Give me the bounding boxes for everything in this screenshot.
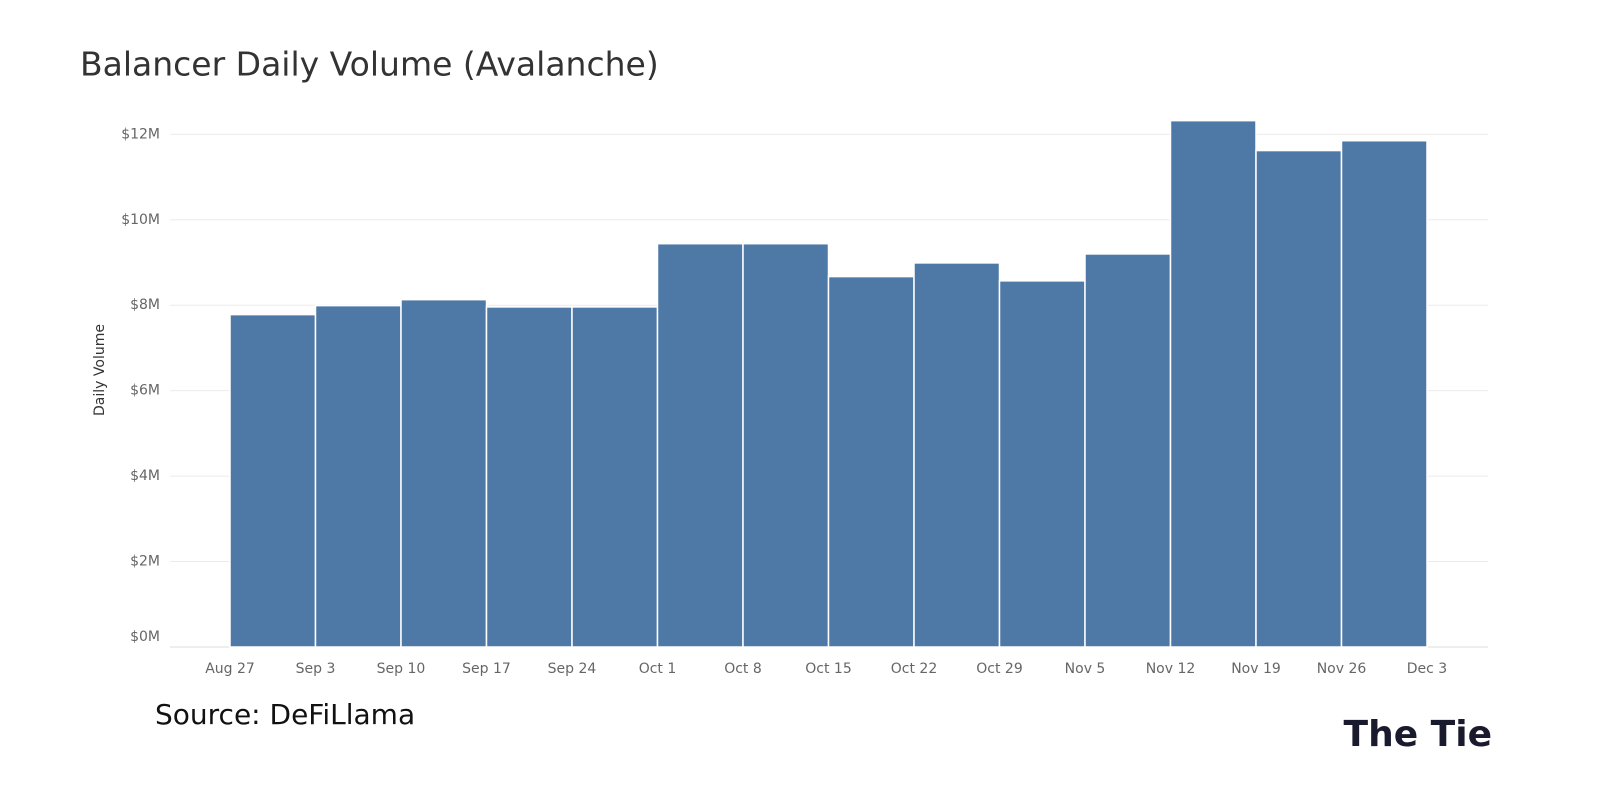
y-tick-label: $6M	[130, 383, 160, 399]
bar	[913, 262, 1001, 648]
x-tick-label: Nov 12	[1146, 661, 1196, 677]
y-tick-label: $12M	[121, 126, 160, 142]
y-tick-label: $10M	[121, 212, 160, 228]
y-tick-label: $4M	[130, 468, 160, 484]
chart-title: Balancer Daily Volume (Avalanche)	[80, 45, 659, 84]
x-tick-label: Oct 22	[891, 661, 937, 677]
bar	[998, 280, 1086, 648]
bar	[827, 275, 915, 648]
x-tick-label: Nov 26	[1317, 661, 1367, 677]
bar	[656, 242, 744, 648]
bar	[742, 242, 830, 648]
x-tick-label: Sep 24	[548, 661, 597, 677]
x-tick-label: Dec 3	[1407, 661, 1447, 677]
x-tick-label: Sep 3	[296, 661, 336, 677]
x-tick-label: Nov 19	[1231, 661, 1281, 677]
x-tick-label: Oct 1	[639, 661, 677, 677]
bar	[1340, 139, 1428, 648]
bar	[485, 306, 573, 648]
x-tick-label: Nov 5	[1065, 661, 1106, 677]
bar	[314, 304, 402, 648]
x-tick-label: Sep 10	[377, 661, 426, 677]
y-axis-label: Daily Volume	[92, 324, 108, 416]
y-tick-label: $0M	[130, 629, 160, 645]
bar	[571, 306, 659, 648]
bar	[1084, 253, 1172, 648]
x-tick-label: Oct 8	[724, 661, 762, 677]
bar	[229, 313, 317, 648]
y-tick-label: $8M	[130, 297, 160, 313]
source: Source: DeFiLlama	[155, 698, 415, 731]
x-tick-label: Oct 29	[976, 661, 1022, 677]
bar	[400, 298, 488, 648]
x-tick-label: Sep 17	[462, 661, 511, 677]
logo: The Tie	[1344, 714, 1492, 755]
x-tick-label: Oct 15	[805, 661, 851, 677]
bar	[1169, 119, 1257, 648]
y-tick-label: $2M	[130, 554, 160, 570]
bar	[1255, 149, 1343, 648]
x-tick-label: Aug 27	[205, 661, 255, 677]
